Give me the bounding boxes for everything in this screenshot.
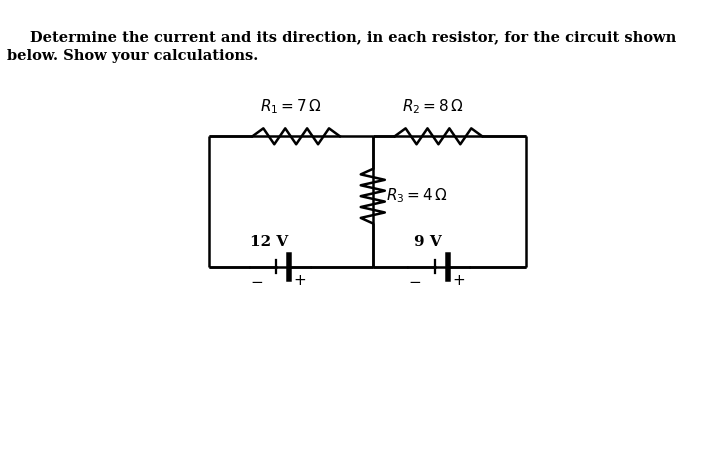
Text: 9 V: 9 V xyxy=(414,235,441,249)
Text: 12 V: 12 V xyxy=(250,235,288,249)
Text: Determine the current and its direction, in each resistor, for the circuit shown: Determine the current and its direction,… xyxy=(30,31,676,45)
Text: $+$: $+$ xyxy=(452,274,465,288)
Text: $R_3 = 4\,\Omega$: $R_3 = 4\,\Omega$ xyxy=(386,187,448,205)
Text: $-$: $-$ xyxy=(408,274,421,288)
Text: $R_1 = 7\,\Omega$: $R_1 = 7\,\Omega$ xyxy=(260,97,322,116)
Text: $+$: $+$ xyxy=(294,274,306,288)
Text: $-$: $-$ xyxy=(250,274,263,288)
Text: below. Show your calculations.: below. Show your calculations. xyxy=(7,49,258,64)
Text: $R_2 = 8\,\Omega$: $R_2 = 8\,\Omega$ xyxy=(402,97,464,116)
